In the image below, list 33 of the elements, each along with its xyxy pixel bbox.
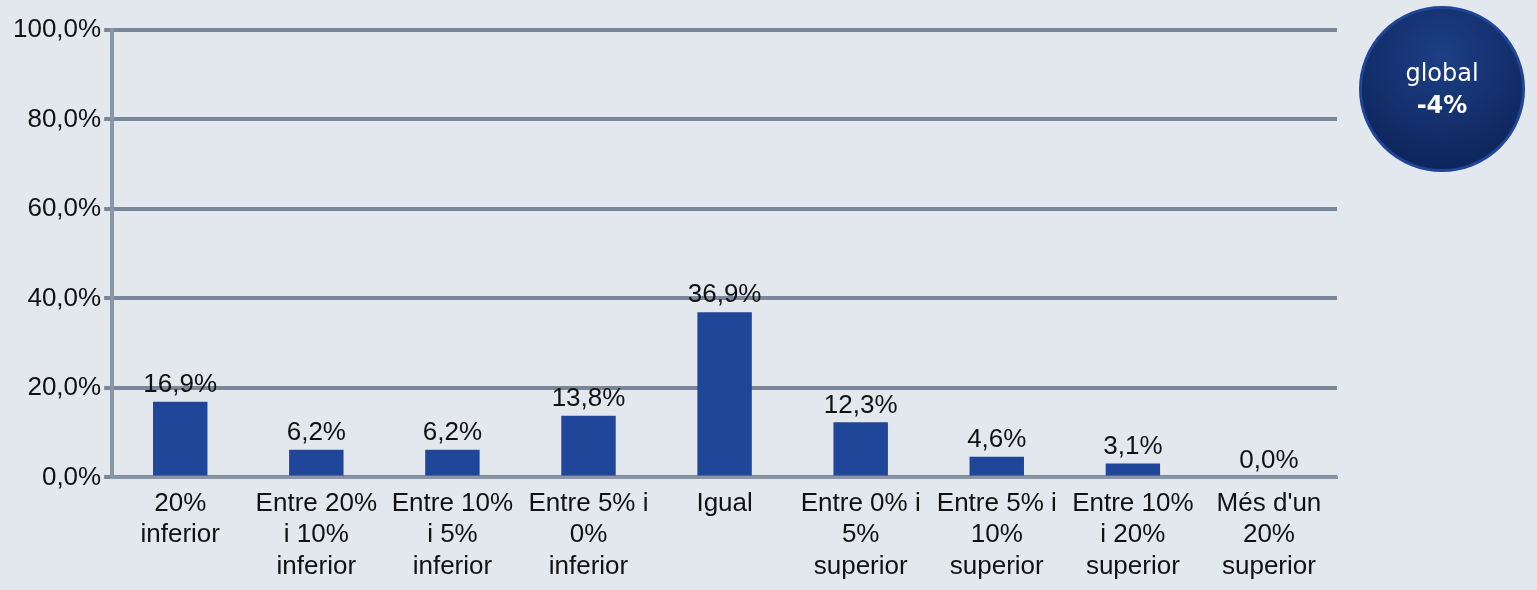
badge-circle: global -4%: [1359, 6, 1525, 172]
bar: [969, 456, 1024, 476]
bar: [697, 312, 752, 476]
y-tick-label: 80,0%: [27, 102, 102, 133]
x-tick-label: Entre 5% i 0% inferior: [528, 487, 649, 580]
y-tick-label: 40,0%: [27, 281, 102, 312]
y-tick-label: 100,0%: [12, 13, 102, 44]
data-label: 36,9%: [687, 278, 762, 309]
bar: [289, 449, 344, 476]
data-label: 6,2%: [286, 415, 346, 446]
x-tick-label: Entre 10% i 20% superior: [1072, 487, 1194, 580]
data-label: 12,3%: [823, 388, 898, 419]
y-tick-label: 0,0%: [41, 460, 102, 491]
bar: [561, 415, 616, 476]
data-label: 3,1%: [1103, 429, 1163, 460]
bar: [425, 449, 480, 476]
x-tick-label: Entre 5% i 10% superior: [936, 487, 1057, 580]
x-tick-label: Entre 20% i 10% inferior: [255, 487, 378, 580]
y-tick-label: 60,0%: [27, 192, 102, 223]
data-label: 13,8%: [551, 381, 626, 412]
data-label: 0,0%: [1239, 443, 1299, 474]
x-tick-label: Més d'un 20% superior: [1216, 487, 1322, 580]
x-tick-label: Entre 0% i 5% superior: [800, 487, 921, 580]
data-label: 16,9%: [143, 367, 218, 398]
x-tick-label: Entre 10% i 5% inferior: [391, 487, 514, 580]
x-tick-label: Igual: [696, 487, 753, 518]
bar: [153, 401, 208, 476]
bar: [833, 422, 888, 476]
data-label: 6,2%: [422, 415, 483, 446]
x-tick-label: 20% inferior: [140, 487, 221, 549]
y-tick-label: 20,0%: [27, 371, 102, 402]
bar: [1105, 463, 1161, 476]
data-label: 4,6%: [967, 422, 1027, 453]
